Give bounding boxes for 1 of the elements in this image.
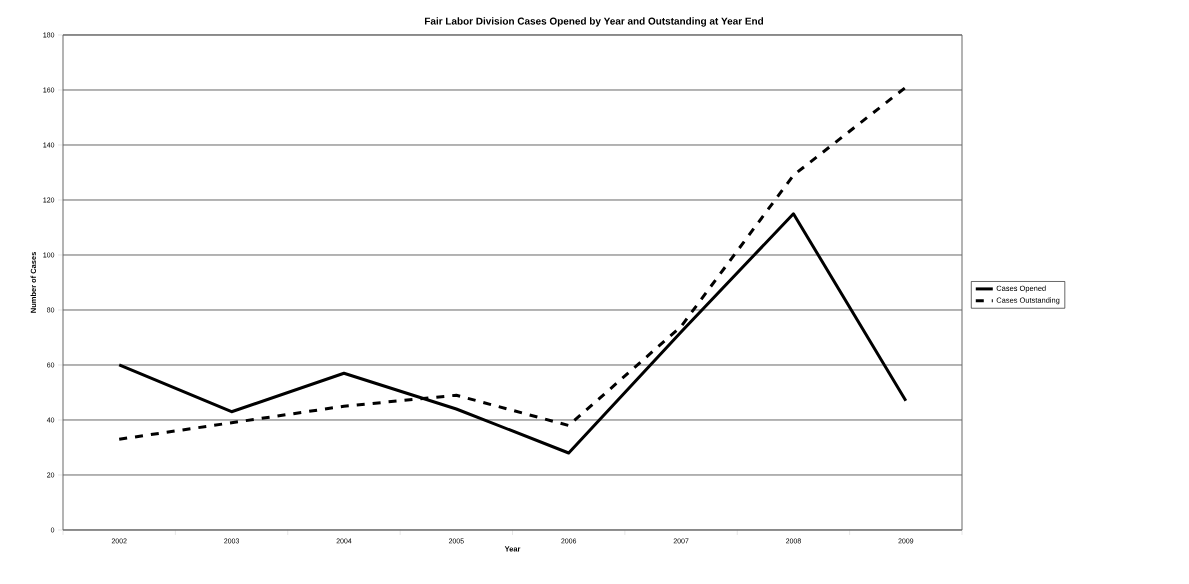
chart-title: Fair Labor Division Cases Opened by Year and Outstanding at Year End — [424, 17, 764, 27]
